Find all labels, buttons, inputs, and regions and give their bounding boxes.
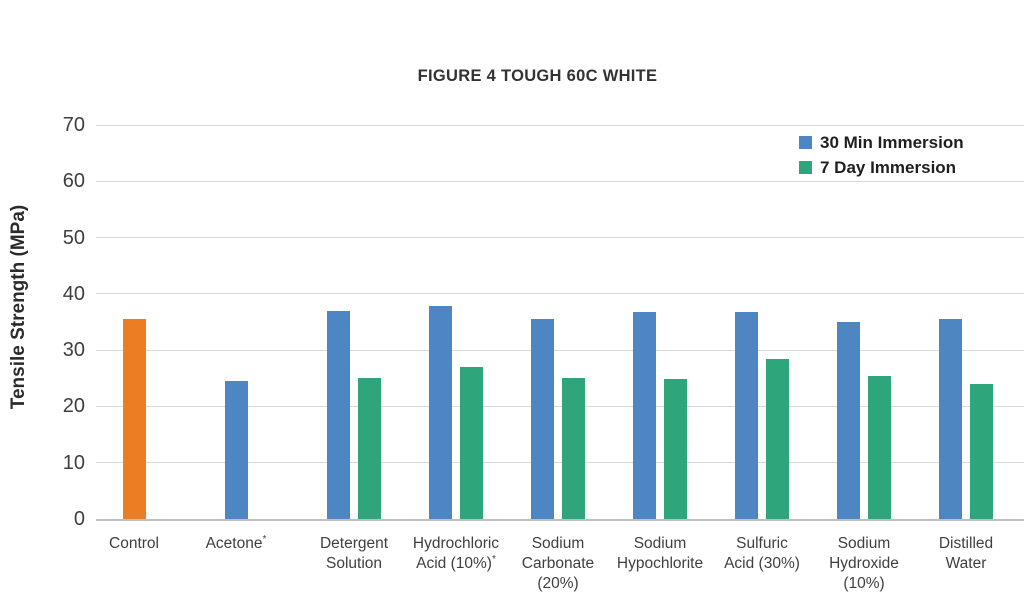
gridline-60	[96, 180, 1024, 182]
bar-group-5	[507, 125, 609, 519]
bar-group-1	[99, 125, 201, 519]
legend-swatch-icon	[799, 161, 812, 174]
bar	[939, 319, 962, 519]
y-tick-label-50: 50	[62, 226, 85, 249]
legend-item-1: 30 Min Immersion	[799, 130, 964, 155]
y-tick-label-10: 10	[62, 451, 85, 474]
bar	[735, 311, 758, 519]
x-category-label: Sodium Carbonate (20%)	[521, 535, 595, 592]
bar	[766, 358, 789, 519]
legend-label: 7 Day Immersion	[820, 157, 957, 177]
bar	[327, 310, 350, 519]
bar	[868, 375, 891, 519]
bar	[837, 322, 860, 519]
bar	[460, 367, 483, 519]
legend-item-2: 7 Day Immersion	[799, 155, 964, 180]
bar	[429, 306, 452, 519]
gridline-10	[96, 462, 1024, 464]
bar	[123, 319, 146, 519]
bar	[562, 378, 585, 519]
bar	[633, 311, 656, 519]
bar	[531, 319, 554, 519]
x-category-label: Sodium Hydroxide (10%)	[829, 535, 899, 592]
x-category-label: Detergent Solution	[319, 535, 389, 572]
bar-group-3	[303, 125, 405, 519]
plot-area	[96, 125, 1024, 521]
legend: 30 Min Immersion 7 Day Immersion	[799, 130, 964, 180]
bar	[970, 383, 993, 519]
x-category-label: Acetone*	[205, 533, 267, 552]
gridline-20	[96, 405, 1024, 407]
y-tick-label-20: 20	[62, 395, 85, 418]
gridline-70	[96, 125, 1024, 126]
chart-title: FIGURE 4 TOUGH 60C WHITE	[417, 67, 658, 85]
gridline-50	[96, 237, 1024, 239]
bar-group-9	[915, 125, 1017, 519]
bar-group-6	[609, 125, 711, 519]
bar-group-7	[711, 125, 813, 519]
legend-swatch-icon	[799, 136, 812, 149]
x-category-label: Control	[109, 535, 159, 552]
x-category-label: Distilled Water	[938, 535, 994, 572]
x-axis-line	[96, 519, 1024, 521]
bar-group-8	[813, 125, 915, 519]
bar-group-2	[201, 125, 303, 519]
x-axis-labels: Control Acetone* Detergent Solution Hydrochl…	[96, 534, 1024, 604]
x-category-label: Sulfuric Acid (30%)	[724, 535, 800, 572]
gridline-40	[96, 293, 1024, 295]
x-category-label: Hydrochloric Acid (10%)*	[412, 535, 500, 572]
legend-label: 30 Min Immersion	[820, 132, 964, 152]
bar-group-4	[405, 125, 507, 519]
y-tick-label-30: 30	[62, 339, 85, 362]
y-tick-label-0: 0	[73, 508, 85, 530]
gridline-30	[96, 349, 1024, 351]
x-category-label: Sodium Hypochlorite	[616, 535, 704, 572]
y-tick-label-60: 60	[62, 170, 85, 193]
bar	[358, 378, 381, 519]
bar	[664, 379, 687, 519]
y-axis-ticks: 0 10 20 30 40 50 60 70	[0, 114, 85, 530]
y-tick-label-40: 40	[62, 282, 85, 305]
y-tick-label-70: 70	[62, 114, 85, 136]
bar	[225, 381, 248, 519]
